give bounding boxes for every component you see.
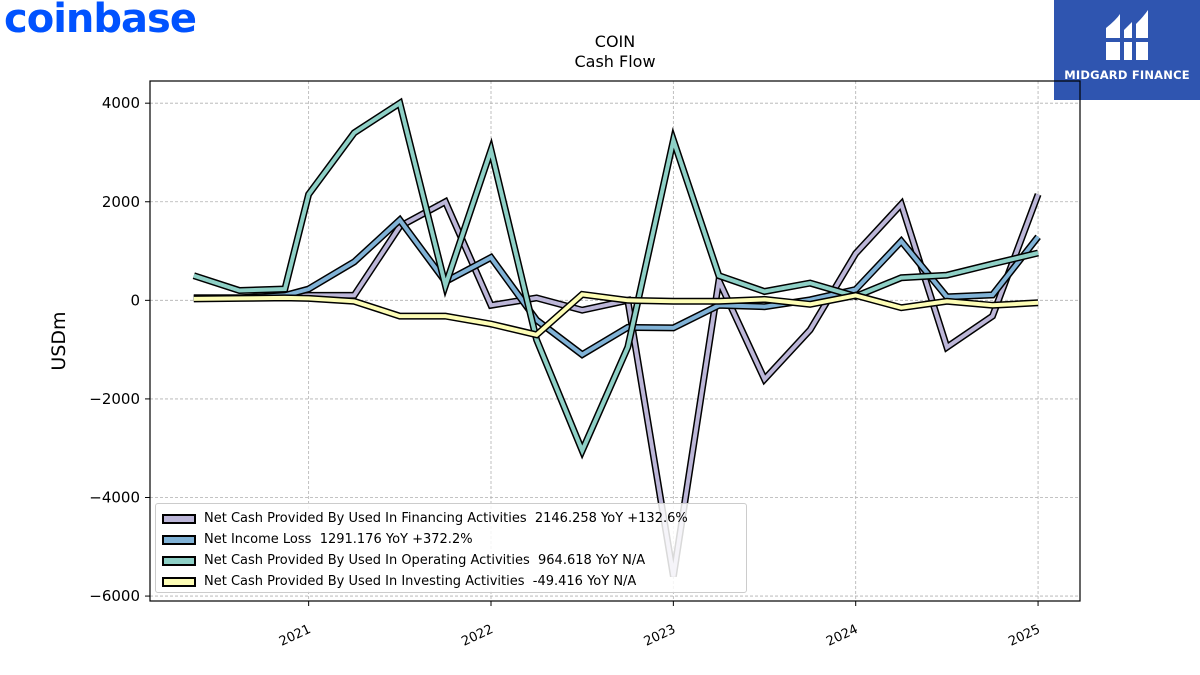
- coinbase-logo: coinbase: [4, 0, 197, 42]
- legend-item: Net Income Loss 1291.176 YoY +372.2%: [160, 529, 746, 550]
- legend-swatch: [162, 576, 196, 587]
- legend-label: Net Cash Provided By Used In Operating A…: [204, 553, 646, 568]
- legend-label: Net Cash Provided By Used In Investing A…: [204, 574, 637, 589]
- legend-label: Net Cash Provided By Used In Financing A…: [204, 511, 688, 526]
- x-tick-label: 2025: [1006, 622, 1042, 650]
- series-line: [193, 292, 1039, 337]
- x-tick-label: 2021: [277, 622, 313, 650]
- y-tick-label: 0: [130, 291, 140, 309]
- legend-item: Net Cash Provided By Used In Operating A…: [160, 550, 746, 571]
- x-tick-label: 2022: [459, 622, 495, 650]
- x-tick-label: 2023: [642, 622, 678, 650]
- series-line: [193, 217, 1040, 358]
- legend-item: Net Cash Provided By Used In Financing A…: [160, 508, 746, 529]
- series-line: [193, 99, 1039, 456]
- y-tick-label: −2000: [89, 390, 140, 408]
- midgard-emblem-icon: [1106, 10, 1148, 60]
- legend-swatch: [162, 534, 196, 545]
- chart-subtitle: Cash Flow: [574, 52, 656, 71]
- legend-item: Net Cash Provided By Used In Investing A…: [160, 571, 746, 592]
- chart-title: COIN: [594, 32, 636, 51]
- y-tick-label: −6000: [89, 587, 140, 605]
- midgard-finance-label: MIDGARD FINANCE: [1064, 68, 1190, 82]
- x-tick-label: 2024: [824, 622, 860, 650]
- axes: 4000 2000 0 −2000 −4000 −6000 2021 2022 2023 2024…: [48, 94, 1043, 649]
- y-tick-label: 2000: [102, 193, 140, 211]
- legend-swatch: [162, 513, 196, 524]
- plot-frame: [149, 80, 1081, 602]
- legend-label: Net Income Loss 1291.176 YoY +372.2%: [204, 532, 473, 547]
- legend: Net Cash Provided By Used In Financing A…: [155, 503, 747, 593]
- midgard-finance-logo: MIDGARD FINANCE: [1054, 0, 1200, 100]
- y-axis-label: USDm: [48, 311, 70, 370]
- y-tick-label: 4000: [102, 94, 140, 112]
- legend-swatch: [162, 555, 196, 566]
- series-lines: [192, 97, 1042, 577]
- y-tick-label: −4000: [89, 488, 140, 506]
